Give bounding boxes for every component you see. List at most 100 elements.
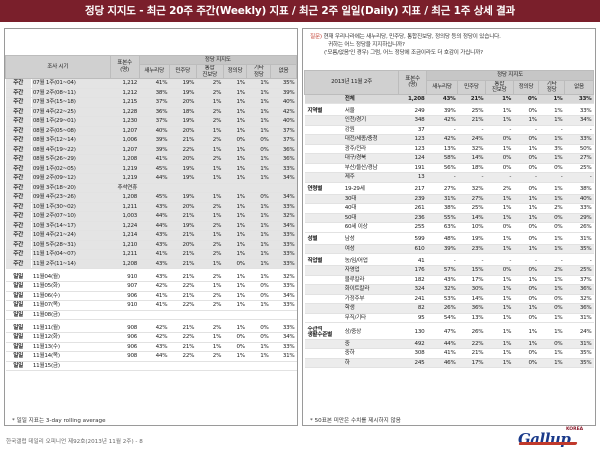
row-value: -	[426, 256, 458, 266]
row-sample: 13	[398, 172, 427, 183]
table-row: 일일 11월15(금)	[5, 361, 297, 371]
row-value: 2%	[196, 135, 224, 146]
group-label	[304, 125, 339, 135]
row-value: 38%	[564, 185, 594, 195]
table-row: 전체 1,208 43% 21% 1% 0% 1% 33%	[304, 94, 594, 104]
row-value	[196, 310, 224, 320]
row-value: 41%	[139, 291, 170, 301]
row-value: 43%	[139, 259, 170, 269]
row-value: 19%	[169, 78, 197, 89]
row-value: 21%	[169, 135, 197, 146]
row-value: 1%	[513, 203, 539, 214]
row-value: -	[485, 256, 514, 266]
row-value: 30%	[457, 284, 486, 295]
row-value: 21%	[169, 230, 197, 241]
row-period: 08월 4주(19~22)	[31, 145, 111, 155]
table-row: 주간 07월 1주(01~04) 1,212 41% 19% 2% 1% 1% 35%	[5, 78, 297, 89]
row-period: 11월05(화)	[31, 281, 111, 292]
row-label: 남성	[338, 235, 399, 245]
row-value: 0%	[246, 281, 271, 292]
table-row: 부산/울산/경남 191 56% 18% 0% 0% 0% 25%	[304, 163, 594, 173]
row-value: 44%	[426, 339, 458, 349]
row-value: 0%	[513, 94, 539, 104]
row-period: 07월 2주(08~11)	[31, 88, 111, 98]
row-sample: 236	[398, 213, 427, 223]
row-value: -	[513, 125, 539, 135]
row-value: 42%	[426, 134, 458, 145]
row-sample: 906	[110, 291, 140, 301]
row-value: 0%	[513, 153, 539, 164]
row-value: -	[513, 172, 539, 183]
logo-swoosh-icon	[518, 442, 578, 445]
row-value: 0%	[485, 153, 514, 164]
row-value: 44%	[139, 173, 170, 184]
question-line-2: 귀하는 어느 정당을 지지하십니까?	[328, 42, 405, 48]
row-value: 36%	[457, 303, 486, 314]
row-value: 0%	[513, 313, 539, 323]
row-category: 일일	[5, 310, 32, 320]
table-row: 일일 11월12(화) 906 42% 22% 1% 0% 0% 34%	[5, 332, 297, 343]
row-category: 주간	[5, 240, 32, 250]
row-sample: 610	[398, 244, 427, 254]
row-sample: 182	[398, 275, 427, 285]
question-line-1: 현재 우리나라에는 새누리당, 민주당, 통합진보당, 정의당 등의 정당이 있…	[323, 34, 501, 40]
row-value: 26%	[457, 325, 486, 340]
row-value	[246, 361, 271, 371]
row-period: 10월 1주(30~02)	[31, 202, 111, 212]
row-value: 36%	[564, 284, 594, 295]
row-value: 1%	[485, 325, 514, 340]
row-value: 43%	[426, 94, 458, 104]
row-value: 1%	[538, 153, 565, 164]
table-row: 주간 11월 1주(04~07) 1,211 41% 21% 2% 1% 1% 33%	[5, 249, 297, 260]
row-value: 19%	[169, 192, 197, 203]
group-label	[304, 213, 339, 223]
row-value: 1%	[223, 249, 247, 260]
table-row: 30대 239 31% 27% 1% 1% 1% 40%	[304, 194, 594, 204]
row-value: 1%	[538, 94, 565, 104]
row-category: 주간	[5, 183, 32, 193]
row-value: 1%	[538, 185, 565, 195]
row-value: -	[513, 256, 539, 266]
group-label	[304, 194, 339, 204]
row-value	[270, 183, 297, 193]
row-value: 33%	[270, 281, 297, 292]
row-period: 07월 3주(15~18)	[31, 97, 111, 108]
weekly-daily-panel: 조사 시기 표본수 (명) 정당 지지도 새누리당 민주당 통합 진보당 정의당 기타 …	[4, 28, 298, 426]
group-label: 주관적 생활수준별	[304, 325, 339, 340]
row-value: 21%	[169, 272, 197, 282]
footer-citation: 한국갤럽 데일리 오피니언 제92호(2013년 11월 2주) - 8	[6, 439, 143, 445]
row-sample: 241	[398, 294, 427, 304]
table-row: 주간 08월 4주(19~22) 1,207 39% 22% 1% 1% 0% 36%	[5, 145, 297, 155]
row-value: 1%	[485, 294, 514, 304]
row-sample: 1,215	[110, 97, 140, 108]
row-value: 41%	[426, 348, 458, 359]
row-value: 1%	[196, 173, 224, 184]
row-value: 2%	[196, 291, 224, 301]
row-value: 1%	[485, 235, 514, 245]
table-row: 일일 11월04(월) 910 43% 21% 2% 1% 1% 32%	[5, 272, 297, 282]
table-row: 성별 남성 599 48% 19% 1% 0% 1% 31%	[304, 235, 594, 245]
row-category: 주간	[5, 154, 32, 165]
row-value: 2%	[538, 203, 565, 214]
row-period: 07월 1주(01~04)	[31, 78, 111, 89]
row-value: 1%	[485, 213, 514, 223]
row-value: 2%	[196, 221, 224, 231]
row-period: 08월 1주(29~01)	[31, 116, 111, 127]
row-category: 일일	[5, 351, 32, 362]
detail-party-header: 없음	[563, 79, 595, 95]
row-value: 53%	[426, 294, 458, 304]
table-row: 직업별 농/임/어업 41- - - - - -	[304, 256, 594, 266]
row-label: 50대	[338, 213, 399, 223]
table-row: 주간 08월 1주(29~01) 1,230 37% 19% 2% 1% 1% 40%	[5, 116, 297, 127]
row-value: 1%	[513, 325, 539, 340]
row-category: 주간	[5, 173, 32, 184]
row-category: 주간	[5, 192, 32, 203]
left-party-header: 정의당	[222, 64, 248, 79]
row-label: 40대	[338, 203, 399, 214]
row-value: 37%	[139, 116, 170, 127]
row-period: 08월 5주(26~29)	[31, 154, 111, 165]
row-period: 11월14(목)	[31, 351, 111, 362]
row-sample	[110, 310, 140, 320]
row-label: 제주	[338, 172, 399, 183]
row-value: 0%	[538, 339, 565, 349]
